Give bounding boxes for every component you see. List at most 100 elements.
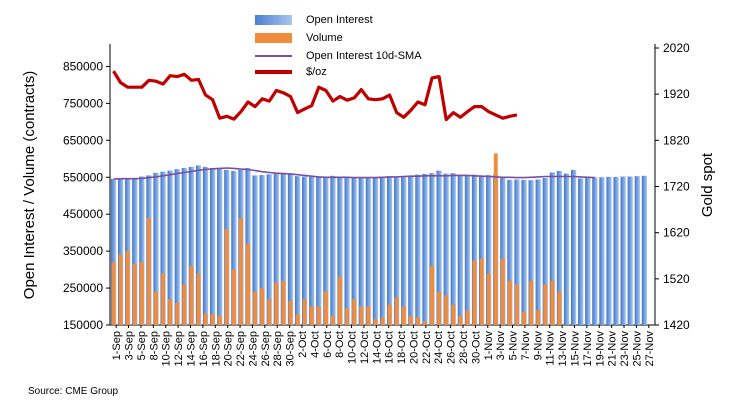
open-interest-bar [599,177,605,325]
open-interest-bar [259,175,265,325]
open-interest-bar [210,168,216,325]
x-tick-label: 18-Sep [210,331,222,366]
right-tick-label: 1420 [663,318,690,332]
x-tick-label: 8-Oct [334,331,346,358]
x-tick-label: 24-Oct [433,331,445,364]
volume-bar [154,291,158,325]
volume-bar [189,265,194,325]
volume-bar [366,306,371,325]
x-tick-label: 25-Nov [631,331,643,367]
volume-bar [288,300,293,325]
open-interest-bar [570,169,577,325]
x-tick-label: 23-Nov [619,331,631,367]
volume-bar [168,299,173,325]
legend-open-interest: Open Interest [255,12,373,28]
left-axis-ticks: 150000 250000 350000 450000 550000 650000 7500… [63,59,110,332]
x-tick-label: 3-Sep [124,331,136,360]
source-note: Source: CME Group [28,386,119,397]
legend-gold-price: $/oz [255,64,327,80]
open-interest-bar [507,179,513,325]
y-axis-label-left: Open Interest / Volume (contracts) [21,71,38,299]
open-interest-bar [486,175,492,325]
volume-bar [118,254,123,325]
left-tick-label: 450000 [63,207,103,221]
open-interest-bar [231,170,237,325]
open-interest-bar [294,176,301,325]
open-interest-bar [585,177,591,325]
open-interest-bar [217,169,223,325]
volume-bar [465,310,470,325]
x-tick-label: 14-Sep [186,331,198,366]
open-interest-bar [563,173,570,325]
open-interest-bar [578,178,584,325]
x-tick-label: 20-Sep [223,331,235,366]
left-tick-label: 250000 [63,281,103,295]
open-interest-bar [443,173,449,325]
left-tick-label: 550000 [63,170,103,184]
oi-sma-line [113,167,595,180]
right-tick-label: 1520 [663,272,690,286]
x-tick-label: 16-Sep [198,331,210,366]
x-tick-label: 10-Sep [161,331,173,366]
volume-bar [387,304,392,325]
x-tick-label: 3-Nov [495,331,507,361]
legend-label-gold-price: $/oz [306,66,327,78]
volume-bar [437,291,442,325]
x-tick-label: 12-Oct [359,331,371,364]
volume-bar [380,317,385,325]
volume-bar [451,304,456,325]
open-interest-bar [266,174,272,325]
x-tick-label: 2-Oct [297,331,309,358]
volume-bar [444,295,449,325]
volume-bar [423,321,427,325]
x-tick-label: 5-Nov [508,331,520,361]
open-interest-bar [521,179,527,325]
open-interest-bar [450,173,456,325]
x-tick-label: 30-Sep [285,331,297,366]
x-tick-label: 28-Oct [458,331,470,364]
volume-bar [238,217,243,325]
x-axis-ticks: 1-Sep 3-Sep 5-Sep 8-Sep 10-Sep 12-Sep 14-Sep 16… [111,325,656,366]
volume-bar [486,273,491,325]
volume-bar [394,297,399,325]
right-tick-label: 1620 [663,226,690,240]
legend-label-volume: Volume [306,32,343,44]
open-interest-bar [316,177,322,325]
open-interest-bar [634,176,640,325]
volume-bar [557,291,562,325]
volume-bar [415,317,420,325]
x-tick-label: 18-Oct [396,331,408,364]
x-tick-label: 10-Oct [347,331,359,364]
x-tick-label: 13-Nov [557,331,569,367]
line-series [112,70,595,180]
legend-volume: Volume [255,30,343,46]
volume-bar [536,310,541,325]
volume-bar [274,282,279,325]
left-tick-label: 750000 [63,96,103,110]
x-tick-label: 15-Nov [569,331,581,367]
open-interest-bar [167,170,173,325]
open-interest-bar [117,178,124,325]
volume-bar [182,284,187,325]
volume-bar [210,313,215,325]
volume-bar [316,306,321,325]
x-tick-label: 27-Nov [644,331,656,367]
volume-bar [196,273,201,325]
volume-bar [111,262,116,325]
open-interest-bar [549,172,555,325]
open-interest-bar [195,165,202,325]
volume-bar [295,313,300,325]
volume-bar [359,306,364,325]
open-interest-bar [464,175,471,325]
volume-bar [430,265,434,325]
volume-bar [246,243,250,325]
volume-bar [132,264,137,325]
x-tick-label: 9-Nov [532,331,544,361]
volume-bar [408,315,413,325]
volume-bar [260,288,265,325]
left-tick-label: 650000 [63,133,103,147]
open-interest-bar [110,179,117,325]
x-tick-label: 5-Sep [136,331,148,360]
volume-bar [493,153,498,325]
x-tick-label: 7-Nov [520,331,532,361]
